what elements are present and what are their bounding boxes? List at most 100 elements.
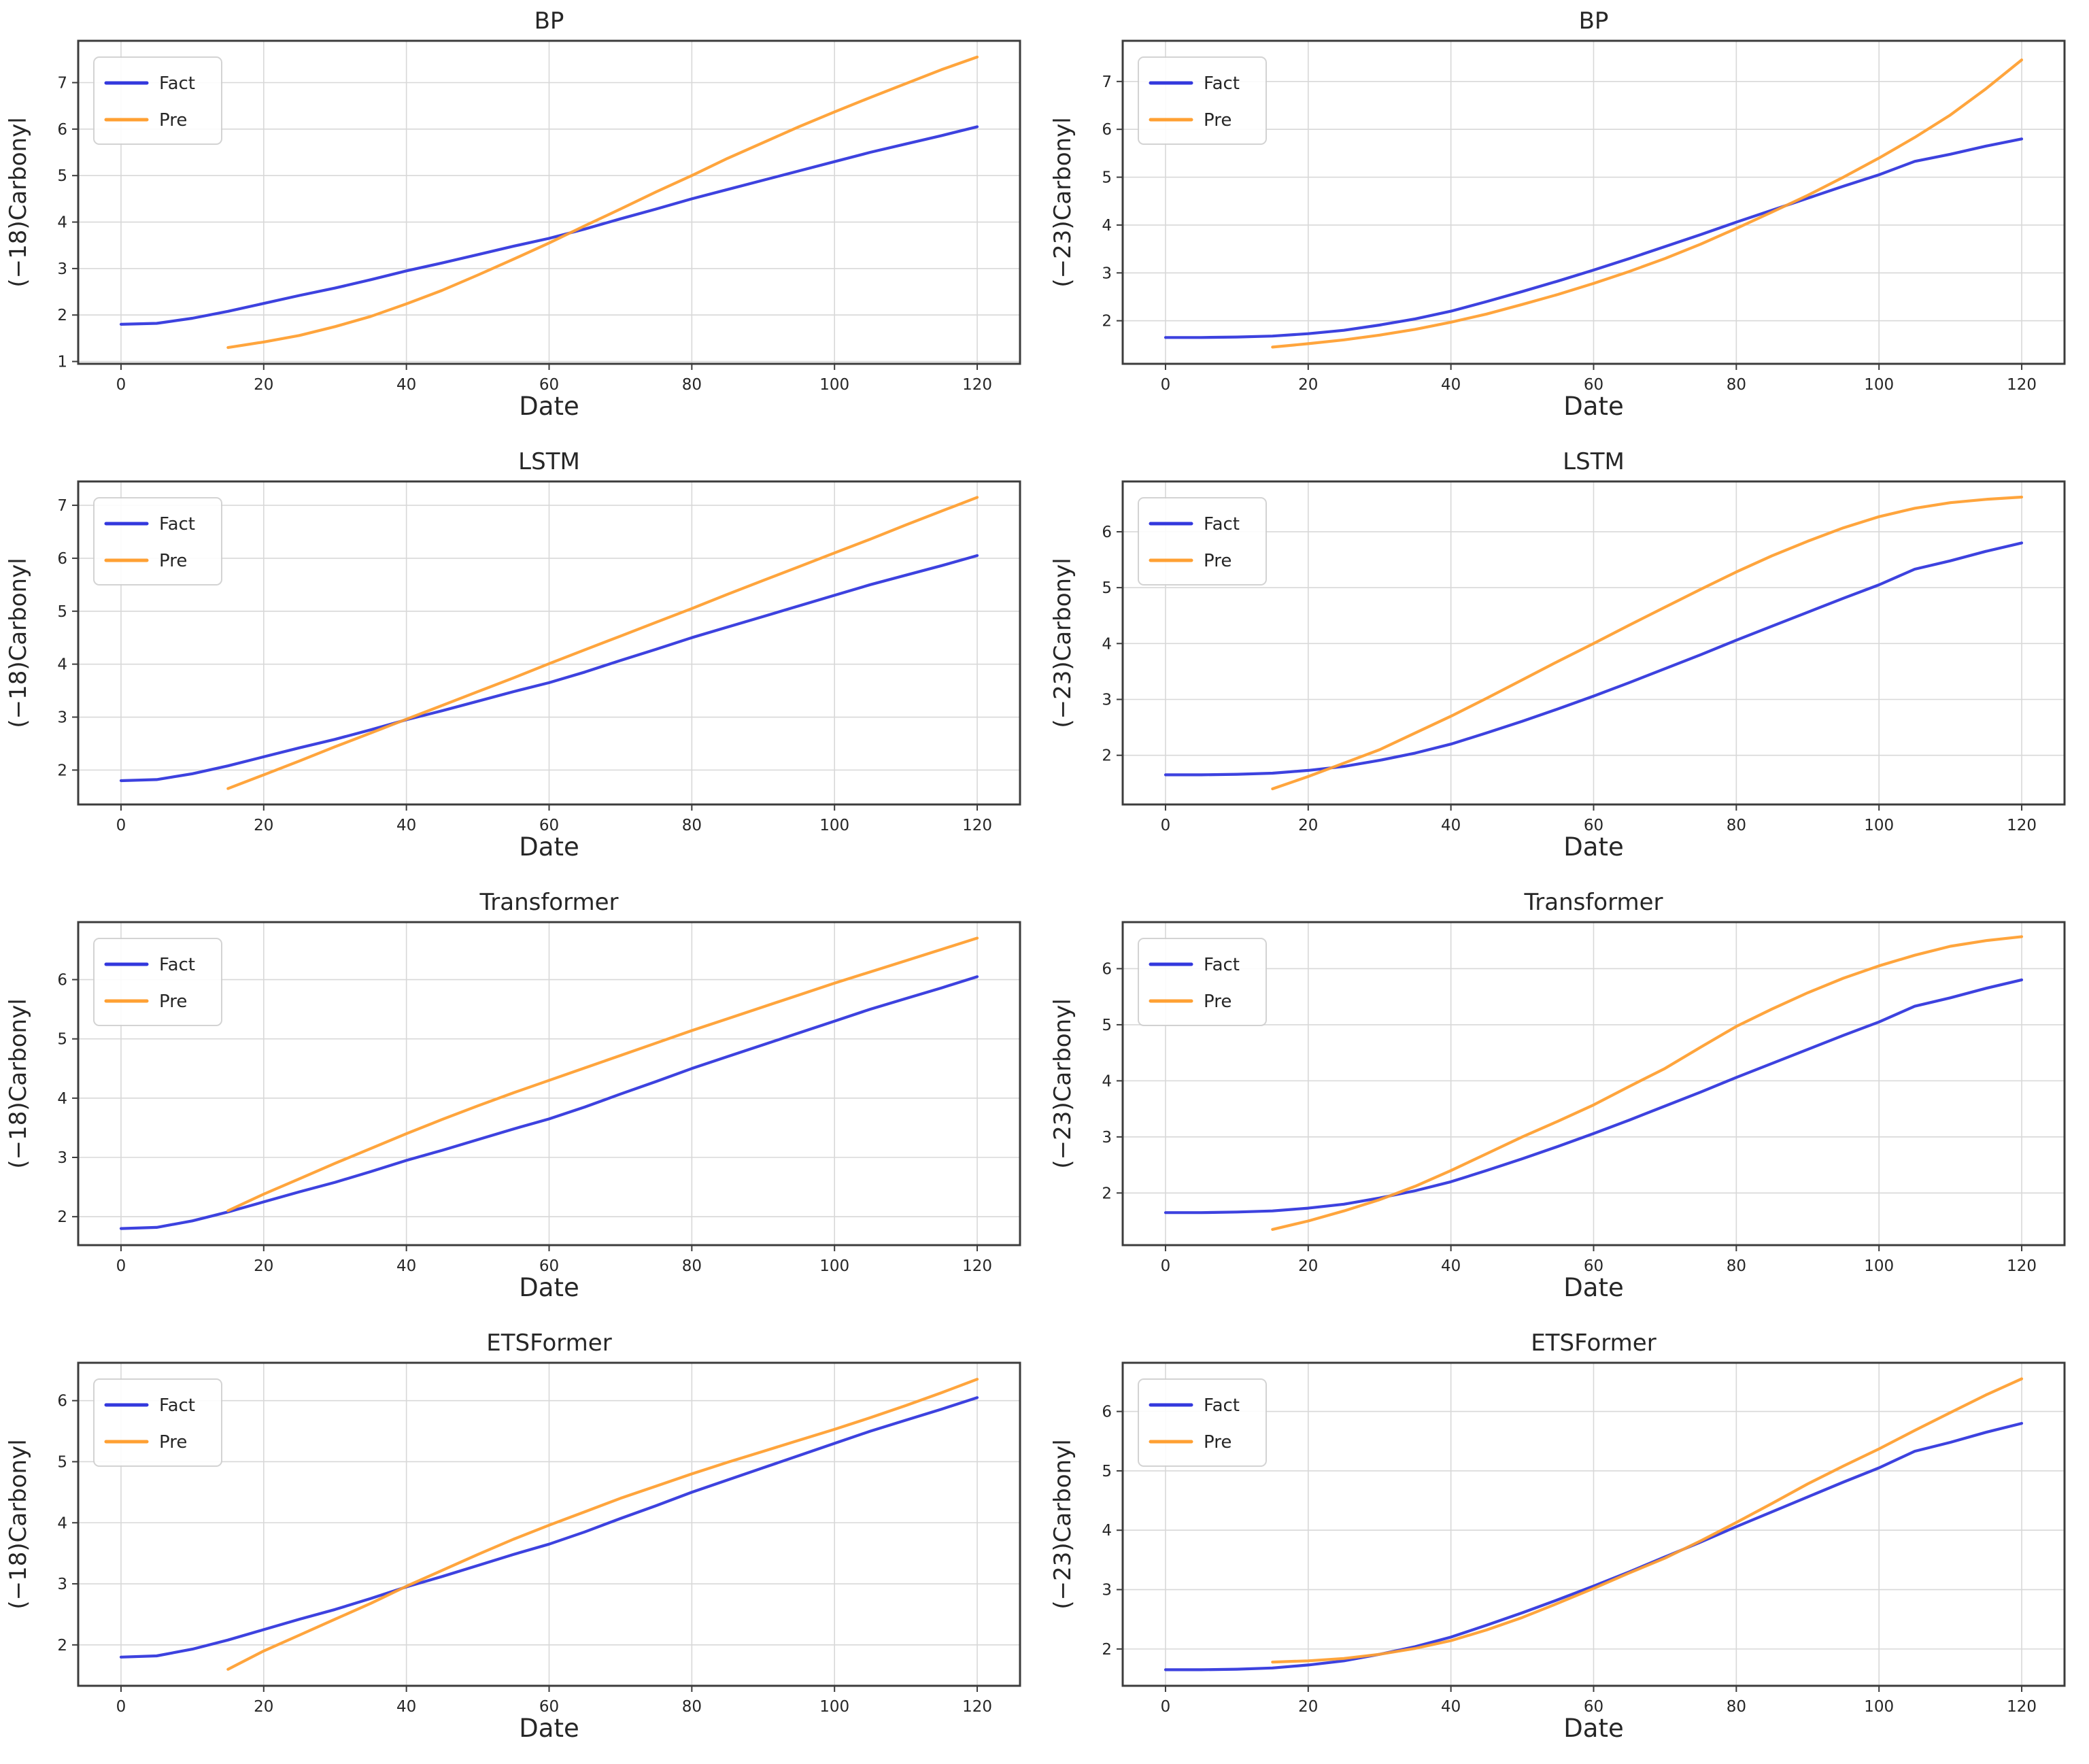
- legend-item-pre-label: Pre: [159, 991, 187, 1012]
- legend: Fact Pre: [93, 1378, 222, 1467]
- x-tick-label: 20: [254, 376, 273, 394]
- y-tick-label: 7: [57, 75, 67, 92]
- x-axis-label: Date: [519, 1273, 579, 1302]
- y-axis-label: (−23)Carbonyl: [1049, 1439, 1076, 1609]
- y-tick-label: 2: [1102, 1641, 1112, 1659]
- y-axis-label: (−23)Carbonyl: [1049, 117, 1076, 287]
- x-tick-label: 120: [2007, 376, 2037, 394]
- x-tick-label: 100: [1864, 376, 1894, 394]
- plot-frame: [77, 1361, 1021, 1687]
- y-tick-label: 2: [57, 1208, 67, 1226]
- x-axis-label: Date: [1563, 1273, 1623, 1302]
- x-tick-label: 20: [1298, 1257, 1318, 1275]
- x-tick-label: 20: [1298, 1698, 1318, 1716]
- chart-svg-5: 0 20 40 60 80 100 120 2 3 4 5 6 Transformer Date (−23)…: [1049, 889, 2066, 1302]
- legend-box: [1138, 56, 1267, 145]
- chart-svg-3: 0 20 40 60 80 100 120 2 3 4 5 6 LSTM Date (−23)Carbony…: [1049, 448, 2066, 862]
- pre-line: [1271, 935, 2024, 1231]
- legend-box: [1138, 938, 1267, 1026]
- plot-frame: [1121, 480, 2066, 806]
- x-tick-label: 100: [1864, 1698, 1894, 1716]
- chart-lstm-23: 0 20 40 60 80 100 120 2 3 4 5 6 LSTM Date (−23)Carbony…: [1044, 441, 2089, 881]
- x-tick-label: 60: [1584, 817, 1603, 834]
- x-tick-label: 0: [116, 376, 126, 394]
- y-axis-label: (−23)Carbonyl: [1049, 998, 1076, 1168]
- y-tick-label: 5: [57, 1031, 67, 1049]
- chart-etsformer-18: 0 20 40 60 80 100 120 2 3 4 5 6 ETSFormer Date (−18)Ca…: [0, 1322, 1044, 1763]
- x-axis-label: Date: [1563, 1714, 1623, 1743]
- y-tick-label: 2: [57, 762, 67, 779]
- chart-svg-2: 0 20 40 60 80 100 120 2 3 4 5 6 7 LSTM Date (−18)Carbon…: [5, 448, 1021, 862]
- x-tick-label: 100: [819, 817, 849, 834]
- x-tick-label: 60: [539, 376, 559, 394]
- y-tick-label: 3: [1102, 1129, 1112, 1147]
- y-axis-label: (−23)Carbonyl: [1049, 558, 1076, 728]
- legend-box: [1138, 497, 1267, 586]
- y-tick-label: 6: [1102, 960, 1112, 978]
- y-axis-label: (−18)Carbonyl: [5, 1439, 32, 1609]
- x-tick-label: 120: [962, 817, 992, 834]
- y-tick-label: 6: [1102, 1404, 1112, 1421]
- fact-line: [119, 975, 979, 1230]
- y-tick-label: 7: [57, 497, 67, 515]
- y-tick-label: 6: [57, 972, 67, 989]
- x-tick-label: 120: [962, 1698, 992, 1716]
- y-tick-label: 3: [57, 260, 67, 278]
- y-tick-label: 7: [1102, 73, 1112, 91]
- y-tick-label: 2: [57, 307, 67, 324]
- fact-line: [1164, 978, 2024, 1215]
- x-tick-label: 40: [396, 376, 416, 394]
- legend-item-fact-label: Fact: [159, 514, 195, 535]
- y-tick-label: 4: [57, 1514, 67, 1532]
- x-tick-label: 0: [116, 1698, 126, 1716]
- legend-box: [93, 938, 222, 1026]
- legend-item-fact-label: Fact: [1204, 514, 1240, 535]
- y-tick-label: 4: [1102, 217, 1112, 235]
- x-tick-label: 20: [1298, 817, 1318, 834]
- x-tick-label: 120: [2007, 1698, 2037, 1716]
- chart-transformer-18: 0 20 40 60 80 100 120 2 3 4 5 6 Transformer Date (−18)…: [0, 881, 1044, 1322]
- x-tick-label: 100: [1864, 1257, 1894, 1275]
- x-tick-label: 40: [396, 1698, 416, 1716]
- legend: Fact Pre: [1138, 1378, 1267, 1467]
- x-tick-label: 120: [2007, 817, 2037, 834]
- pre-line: [226, 55, 979, 350]
- chart-title: ETSFormer: [1531, 1329, 1656, 1357]
- legend: Fact Pre: [93, 938, 222, 1026]
- x-tick-label: 40: [1441, 817, 1461, 834]
- x-tick-label: 0: [1161, 817, 1171, 834]
- x-tick-label: 40: [1441, 1698, 1461, 1716]
- legend-item-fact-label: Fact: [159, 73, 195, 94]
- x-tick-label: 120: [2007, 1257, 2037, 1275]
- legend-item-pre-label: Pre: [1204, 110, 1232, 131]
- y-tick-label: 4: [57, 656, 67, 674]
- y-tick-label: 5: [57, 167, 67, 185]
- legend-box: [93, 1378, 222, 1467]
- chart-bp-18: 0 20 40 60 80 100 120 1 2 3 4 5 6 7 BP Date (−18)Carbony…: [0, 0, 1044, 441]
- y-tick-label: 3: [57, 709, 67, 727]
- y-tick-label: 3: [57, 1576, 67, 1593]
- fact-line: [1164, 1422, 2024, 1672]
- legend-box: [1138, 1378, 1267, 1467]
- pre-line: [1271, 1377, 2024, 1664]
- x-tick-label: 20: [254, 817, 273, 834]
- plot-frame: [1121, 921, 2066, 1246]
- y-tick-label: 3: [57, 1149, 67, 1167]
- chart-svg-6: 0 20 40 60 80 100 120 2 3 4 5 6 ETSFormer Date (−18)Ca…: [5, 1329, 1021, 1743]
- y-tick-label: 2: [1102, 747, 1112, 765]
- legend: Fact Pre: [1138, 56, 1267, 145]
- y-tick-label: 4: [57, 1090, 67, 1108]
- chart-svg-7: 0 20 40 60 80 100 120 2 3 4 5 6 ETSFormer Date (−23)Ca…: [1049, 1329, 2066, 1743]
- fact-line: [119, 554, 979, 783]
- chart-title: Transformer: [1523, 889, 1663, 916]
- chart-bp-23: 0 20 40 60 80 100 120 2 3 4 5 6 7 BP Date (−23)Carbonyl…: [1044, 0, 2089, 441]
- y-tick-label: 2: [57, 1637, 67, 1655]
- x-axis-label: Date: [519, 832, 579, 862]
- y-tick-label: 5: [57, 1453, 67, 1471]
- x-tick-label: 60: [539, 817, 559, 834]
- y-tick-label: 4: [1102, 635, 1112, 653]
- chart-title: BP: [534, 7, 564, 35]
- chart-lstm-18: 0 20 40 60 80 100 120 2 3 4 5 6 7 LSTM Date (−18)Carbon…: [0, 441, 1044, 881]
- x-tick-label: 120: [962, 376, 992, 394]
